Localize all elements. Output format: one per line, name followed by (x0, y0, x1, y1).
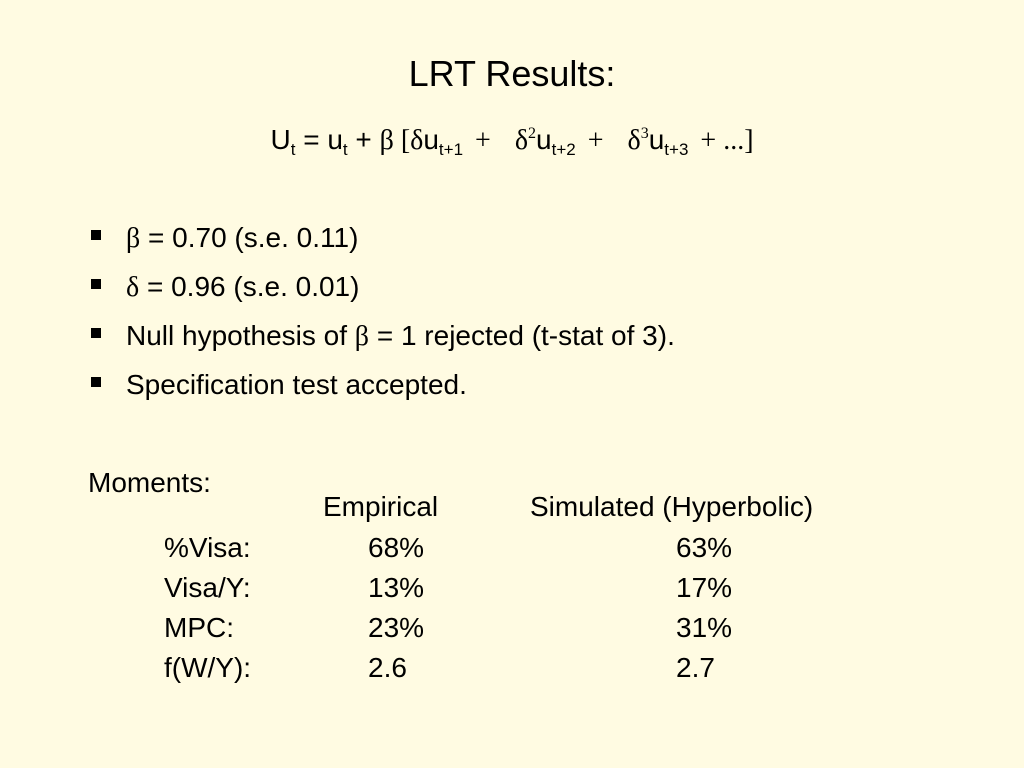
cell-simulated: 63% (676, 532, 733, 563)
cell-empirical: 23% (368, 612, 425, 643)
cell-empirical: 68% (368, 532, 425, 563)
bullet-symbol: β (126, 223, 141, 254)
list-item-beta: β = 0.70 (s.e. 0.11) (88, 218, 675, 267)
row-label: f(W/Y): (164, 652, 252, 683)
eq-plus: + (347, 124, 380, 155)
cell-simulated: 31% (676, 612, 733, 643)
eq-exp-2: 2 (528, 125, 537, 142)
eq-U: U (270, 124, 291, 155)
row-label: MPC: (164, 612, 234, 643)
moments-label: Moments: (88, 467, 211, 498)
eq-equals-u: = u (295, 124, 343, 155)
list-item-null-hypothesis: Null hypothesis of β = 1 rejected (t-sta… (88, 316, 675, 365)
eq-u-2: u (536, 124, 552, 155)
eq-u-2-sub: t+2 (551, 140, 576, 159)
eq-beta: β (379, 125, 394, 156)
bullet-text: = 1 rejected (t-stat of 3). (369, 320, 675, 351)
eq-delta-1: δ (410, 125, 424, 156)
column-header-empirical: Empirical (323, 491, 439, 522)
bullet-symbol: δ (126, 272, 140, 303)
square-bullet-icon (91, 230, 101, 240)
eq-u-1-sub: t+1 (438, 140, 464, 159)
eq-plus-1: + (475, 125, 491, 156)
cell-simulated: 17% (676, 572, 733, 603)
eq-u-3-sub: t+3 (664, 140, 689, 159)
row-label: %Visa: (164, 532, 251, 563)
eq-delta-3: δ (627, 125, 641, 156)
square-bullet-icon (91, 279, 101, 289)
cell-empirical: 13% (368, 572, 425, 603)
row-label: Visa/Y: (164, 572, 251, 603)
bullet-text: Specification test accepted. (126, 369, 467, 400)
eq-delta-2: δ (514, 125, 529, 156)
square-bullet-icon (91, 377, 101, 387)
bullet-text: = 0.70 (s.e. 0.11) (140, 222, 359, 253)
cell-empirical: 2.6 (368, 652, 407, 683)
bullet-text: = 0.96 (s.e. 0.01) (139, 271, 360, 302)
eq-u-1: u (423, 124, 439, 155)
eq-exp-3: 3 (640, 125, 649, 142)
results-list: β = 0.70 (s.e. 0.11) δ = 0.96 (s.e. 0.01… (88, 218, 675, 414)
eq-U-sub: t (290, 140, 296, 159)
eq-tail: + ...] (700, 125, 754, 156)
eq-u-sub: t (342, 140, 348, 159)
eq-u-3: u (648, 124, 665, 155)
utility-equation: Ut = ut + β [δut+1 + δ2ut+2 + δ3ut+3 + ...] (0, 120, 1024, 161)
eq-open-bracket: [ (393, 125, 411, 156)
column-header-simulated: Simulated (Hyperbolic) (530, 491, 814, 522)
slide-title: LRT Results: (408, 53, 616, 94)
list-item-specification: Specification test accepted. (88, 365, 675, 414)
list-item-delta: δ = 0.96 (s.e. 0.01) (88, 267, 675, 316)
cell-simulated: 2.7 (676, 652, 715, 683)
square-bullet-icon (91, 328, 101, 338)
eq-plus-2: + (587, 125, 604, 156)
bullet-symbol: β (354, 321, 370, 352)
bullet-prefix: Null hypothesis of (126, 320, 355, 351)
